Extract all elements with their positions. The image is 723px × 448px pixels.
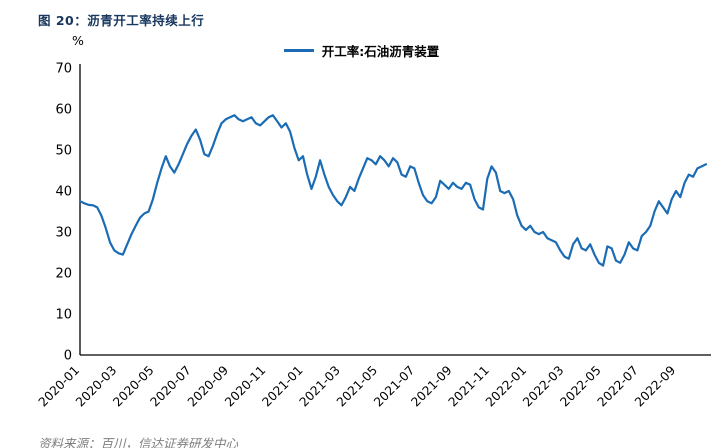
figure-title: 图 20：沥青开工率持续上行 — [38, 13, 205, 28]
y-tick-label: 20 — [55, 267, 72, 282]
y-tick-label: 0 — [64, 349, 72, 364]
legend: 开工率:石油沥青装置 — [0, 41, 723, 60]
series-line — [78, 114, 708, 267]
line-chart-svg: 0102030405060702020-012020-032020-052020… — [36, 62, 711, 409]
legend-label: 开工率:石油沥青装置 — [321, 44, 440, 59]
y-tick-label: 40 — [55, 185, 72, 200]
y-tick-label: 60 — [55, 103, 72, 118]
legend-line-swatch — [283, 49, 314, 52]
x-tick-label: 2022-09 — [632, 363, 678, 409]
source-note: 资料来源：百川，信达证券研发中心 — [38, 436, 239, 448]
y-axis-unit-label: % — [72, 33, 84, 48]
y-tick-label: 10 — [55, 308, 72, 323]
y-tick-label: 70 — [55, 62, 72, 77]
y-tick-label: 30 — [55, 226, 72, 241]
y-tick-label: 50 — [55, 144, 72, 159]
